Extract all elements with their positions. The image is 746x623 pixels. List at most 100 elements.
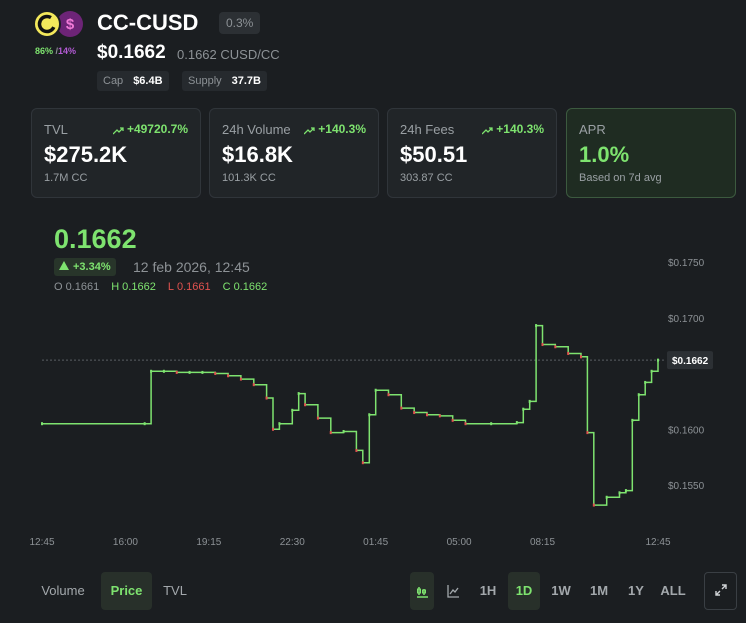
range-button[interactable]: 1Y (628, 583, 644, 598)
y-tick-label: $0.1750 (668, 258, 705, 269)
ohlc-value: 0.1662 (233, 281, 268, 293)
ohlc-label: H (111, 281, 120, 293)
candle (329, 431, 332, 435)
trend-icon (481, 127, 493, 135)
candle (438, 414, 441, 418)
x-tick-label: 16:00 (113, 537, 138, 548)
icon (447, 585, 459, 598)
candle (644, 380, 647, 384)
current-price-box (667, 351, 713, 370)
candle (239, 377, 242, 381)
price-chart: $0.1550 $0.1600 $0.1700 $0.1750 12:45 16:00 19… (29, 258, 713, 548)
price: $0.1662 (97, 42, 166, 63)
card-label: TVL (44, 122, 68, 137)
x-tick-label: 01:45 (363, 537, 388, 548)
stat-card: 24h Volume +140.3% $16.8K 101.3K CC (209, 108, 379, 198)
candle (214, 372, 217, 376)
up-arrow (59, 261, 69, 270)
tab[interactable]: TVL (163, 583, 187, 598)
y-tick-label: $0.1700 (668, 314, 705, 325)
tab[interactable]: Price (101, 572, 152, 610)
candle (150, 369, 153, 373)
svg-text:$: $ (66, 16, 75, 33)
candle (278, 422, 281, 426)
candle (252, 383, 255, 387)
candle (400, 406, 403, 410)
trend-icon (303, 127, 315, 135)
ohlc: O 0.1661 H 0.1662 L 0.1661 C 0.1662 (54, 281, 279, 293)
chip-value: 37.7B (231, 75, 261, 87)
stat-card: 24h Fees +140.3% $50.51 303.87 CC (387, 108, 557, 198)
candle (522, 407, 525, 411)
range-button[interactable]: 1H (479, 583, 497, 598)
change-value: +3.34% (73, 261, 111, 273)
candle (515, 421, 518, 425)
line-view-button[interactable] (441, 572, 465, 610)
card-change: +49720.7% (112, 122, 188, 136)
range-button[interactable]: 1M (589, 583, 609, 598)
candle (374, 388, 377, 392)
candle (580, 355, 582, 359)
candle-view-button[interactable] (410, 572, 434, 610)
pool-title: CC-CUSD (97, 10, 199, 35)
chip-value: $6.4B (133, 75, 163, 87)
chart-change: +3.34% (54, 258, 116, 276)
candle (451, 418, 454, 422)
card-change: +140.3% (481, 122, 544, 136)
ohlc-item: H 0.1662 (111, 281, 156, 293)
range-button[interactable]: ALL (660, 583, 686, 598)
price-line (42, 324, 659, 506)
candle (464, 422, 467, 426)
tab[interactable]: Volume (41, 583, 85, 598)
icon (714, 584, 727, 596)
chip-label: Supply (188, 75, 222, 87)
ohlc-value: 0.1662 (122, 281, 156, 293)
x-tick-label: 08:15 (530, 537, 555, 548)
candle (143, 422, 146, 426)
pool-logo: $ (33, 10, 83, 38)
candle (413, 411, 416, 415)
candle (265, 396, 268, 400)
ohlc-item: C 0.1662 (223, 281, 268, 293)
ohlc-value: 0.1661 (176, 281, 211, 293)
candle (605, 495, 608, 499)
chart-date: 12 feb 2026, 12:45 (133, 259, 250, 275)
range-button[interactable]: 1W (551, 583, 571, 598)
change-value: +140.3% (496, 122, 544, 136)
chart-headline: 0.1662 (54, 224, 137, 254)
card-value: $16.8K (222, 142, 293, 167)
chip-label: Cap (103, 75, 124, 87)
candle (188, 370, 191, 374)
stat-card: APR 1.0% Based on 7d avg (566, 108, 736, 198)
card-sub: 303.87 CC (400, 172, 453, 184)
candle (355, 448, 358, 452)
change-value: +140.3% (318, 122, 366, 136)
card-label: 24h Volume (222, 122, 291, 137)
candle (637, 393, 640, 397)
candle (304, 403, 307, 407)
range-button[interactable]: 1D (508, 572, 540, 610)
ohlc-value: 0.1661 (65, 281, 100, 293)
icon (417, 587, 428, 598)
y-tick-label: $0.1600 (668, 425, 705, 436)
x-tick-label: 19:15 (196, 537, 221, 548)
card-value: 1.0% (579, 142, 630, 167)
candle (387, 393, 390, 397)
candle (201, 370, 204, 374)
candle (175, 370, 178, 374)
supply-chip: Supply 37.7B (182, 71, 267, 91)
pool-ratio: 86% /14% (35, 46, 76, 56)
candle (297, 392, 300, 396)
candle (624, 489, 627, 493)
x-tick-label: 12:45 (29, 537, 54, 548)
x-tick-label: 05:00 (447, 537, 472, 548)
expand-button[interactable] (704, 572, 737, 610)
y-tick-label: $0.1550 (668, 481, 705, 492)
card-value: $275.2K (44, 142, 128, 167)
candle (162, 369, 165, 373)
candle (426, 413, 428, 417)
fee-badge: 0.3% (219, 12, 261, 34)
stat-card: TVL +49720.7% $275.2K 1.7M CC (31, 108, 201, 198)
candle (554, 345, 557, 349)
